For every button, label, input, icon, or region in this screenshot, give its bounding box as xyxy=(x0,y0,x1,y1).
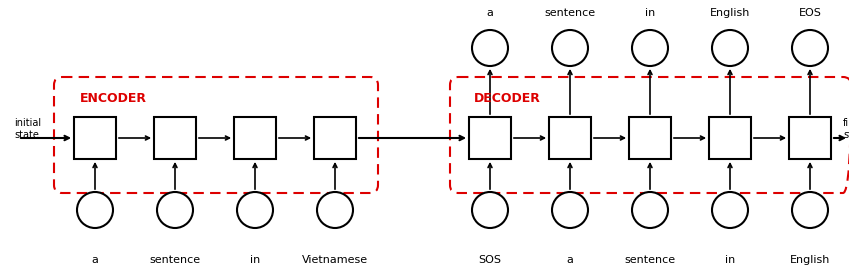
Ellipse shape xyxy=(632,30,668,66)
Text: a: a xyxy=(566,255,573,265)
Bar xyxy=(469,117,511,159)
Bar xyxy=(549,117,591,159)
Bar xyxy=(789,117,831,159)
Ellipse shape xyxy=(552,30,588,66)
Text: ENCODER: ENCODER xyxy=(80,92,147,105)
Text: final
state: final state xyxy=(843,118,849,140)
Bar xyxy=(629,117,671,159)
Ellipse shape xyxy=(317,192,353,228)
Ellipse shape xyxy=(157,192,193,228)
Bar xyxy=(154,117,196,159)
Text: sentence: sentence xyxy=(544,8,595,18)
Ellipse shape xyxy=(712,30,748,66)
Bar xyxy=(709,117,751,159)
Text: English: English xyxy=(790,255,830,265)
Text: in: in xyxy=(250,255,260,265)
Text: English: English xyxy=(710,8,751,18)
Text: a: a xyxy=(486,8,493,18)
Ellipse shape xyxy=(552,192,588,228)
Text: in: in xyxy=(725,255,735,265)
Ellipse shape xyxy=(472,30,508,66)
Ellipse shape xyxy=(632,192,668,228)
Bar xyxy=(314,117,356,159)
Text: DECODER: DECODER xyxy=(474,92,541,105)
Bar xyxy=(234,117,276,159)
Ellipse shape xyxy=(472,192,508,228)
Ellipse shape xyxy=(77,192,113,228)
Text: sentence: sentence xyxy=(149,255,200,265)
Text: EOS: EOS xyxy=(799,8,822,18)
Text: Vietnamese: Vietnamese xyxy=(302,255,368,265)
Text: a: a xyxy=(92,255,98,265)
Ellipse shape xyxy=(792,30,828,66)
Text: in: in xyxy=(645,8,655,18)
Ellipse shape xyxy=(237,192,273,228)
Text: SOS: SOS xyxy=(479,255,502,265)
Bar xyxy=(74,117,116,159)
Ellipse shape xyxy=(712,192,748,228)
Text: sentence: sentence xyxy=(624,255,676,265)
Text: initial
state: initial state xyxy=(14,118,41,140)
Ellipse shape xyxy=(792,192,828,228)
